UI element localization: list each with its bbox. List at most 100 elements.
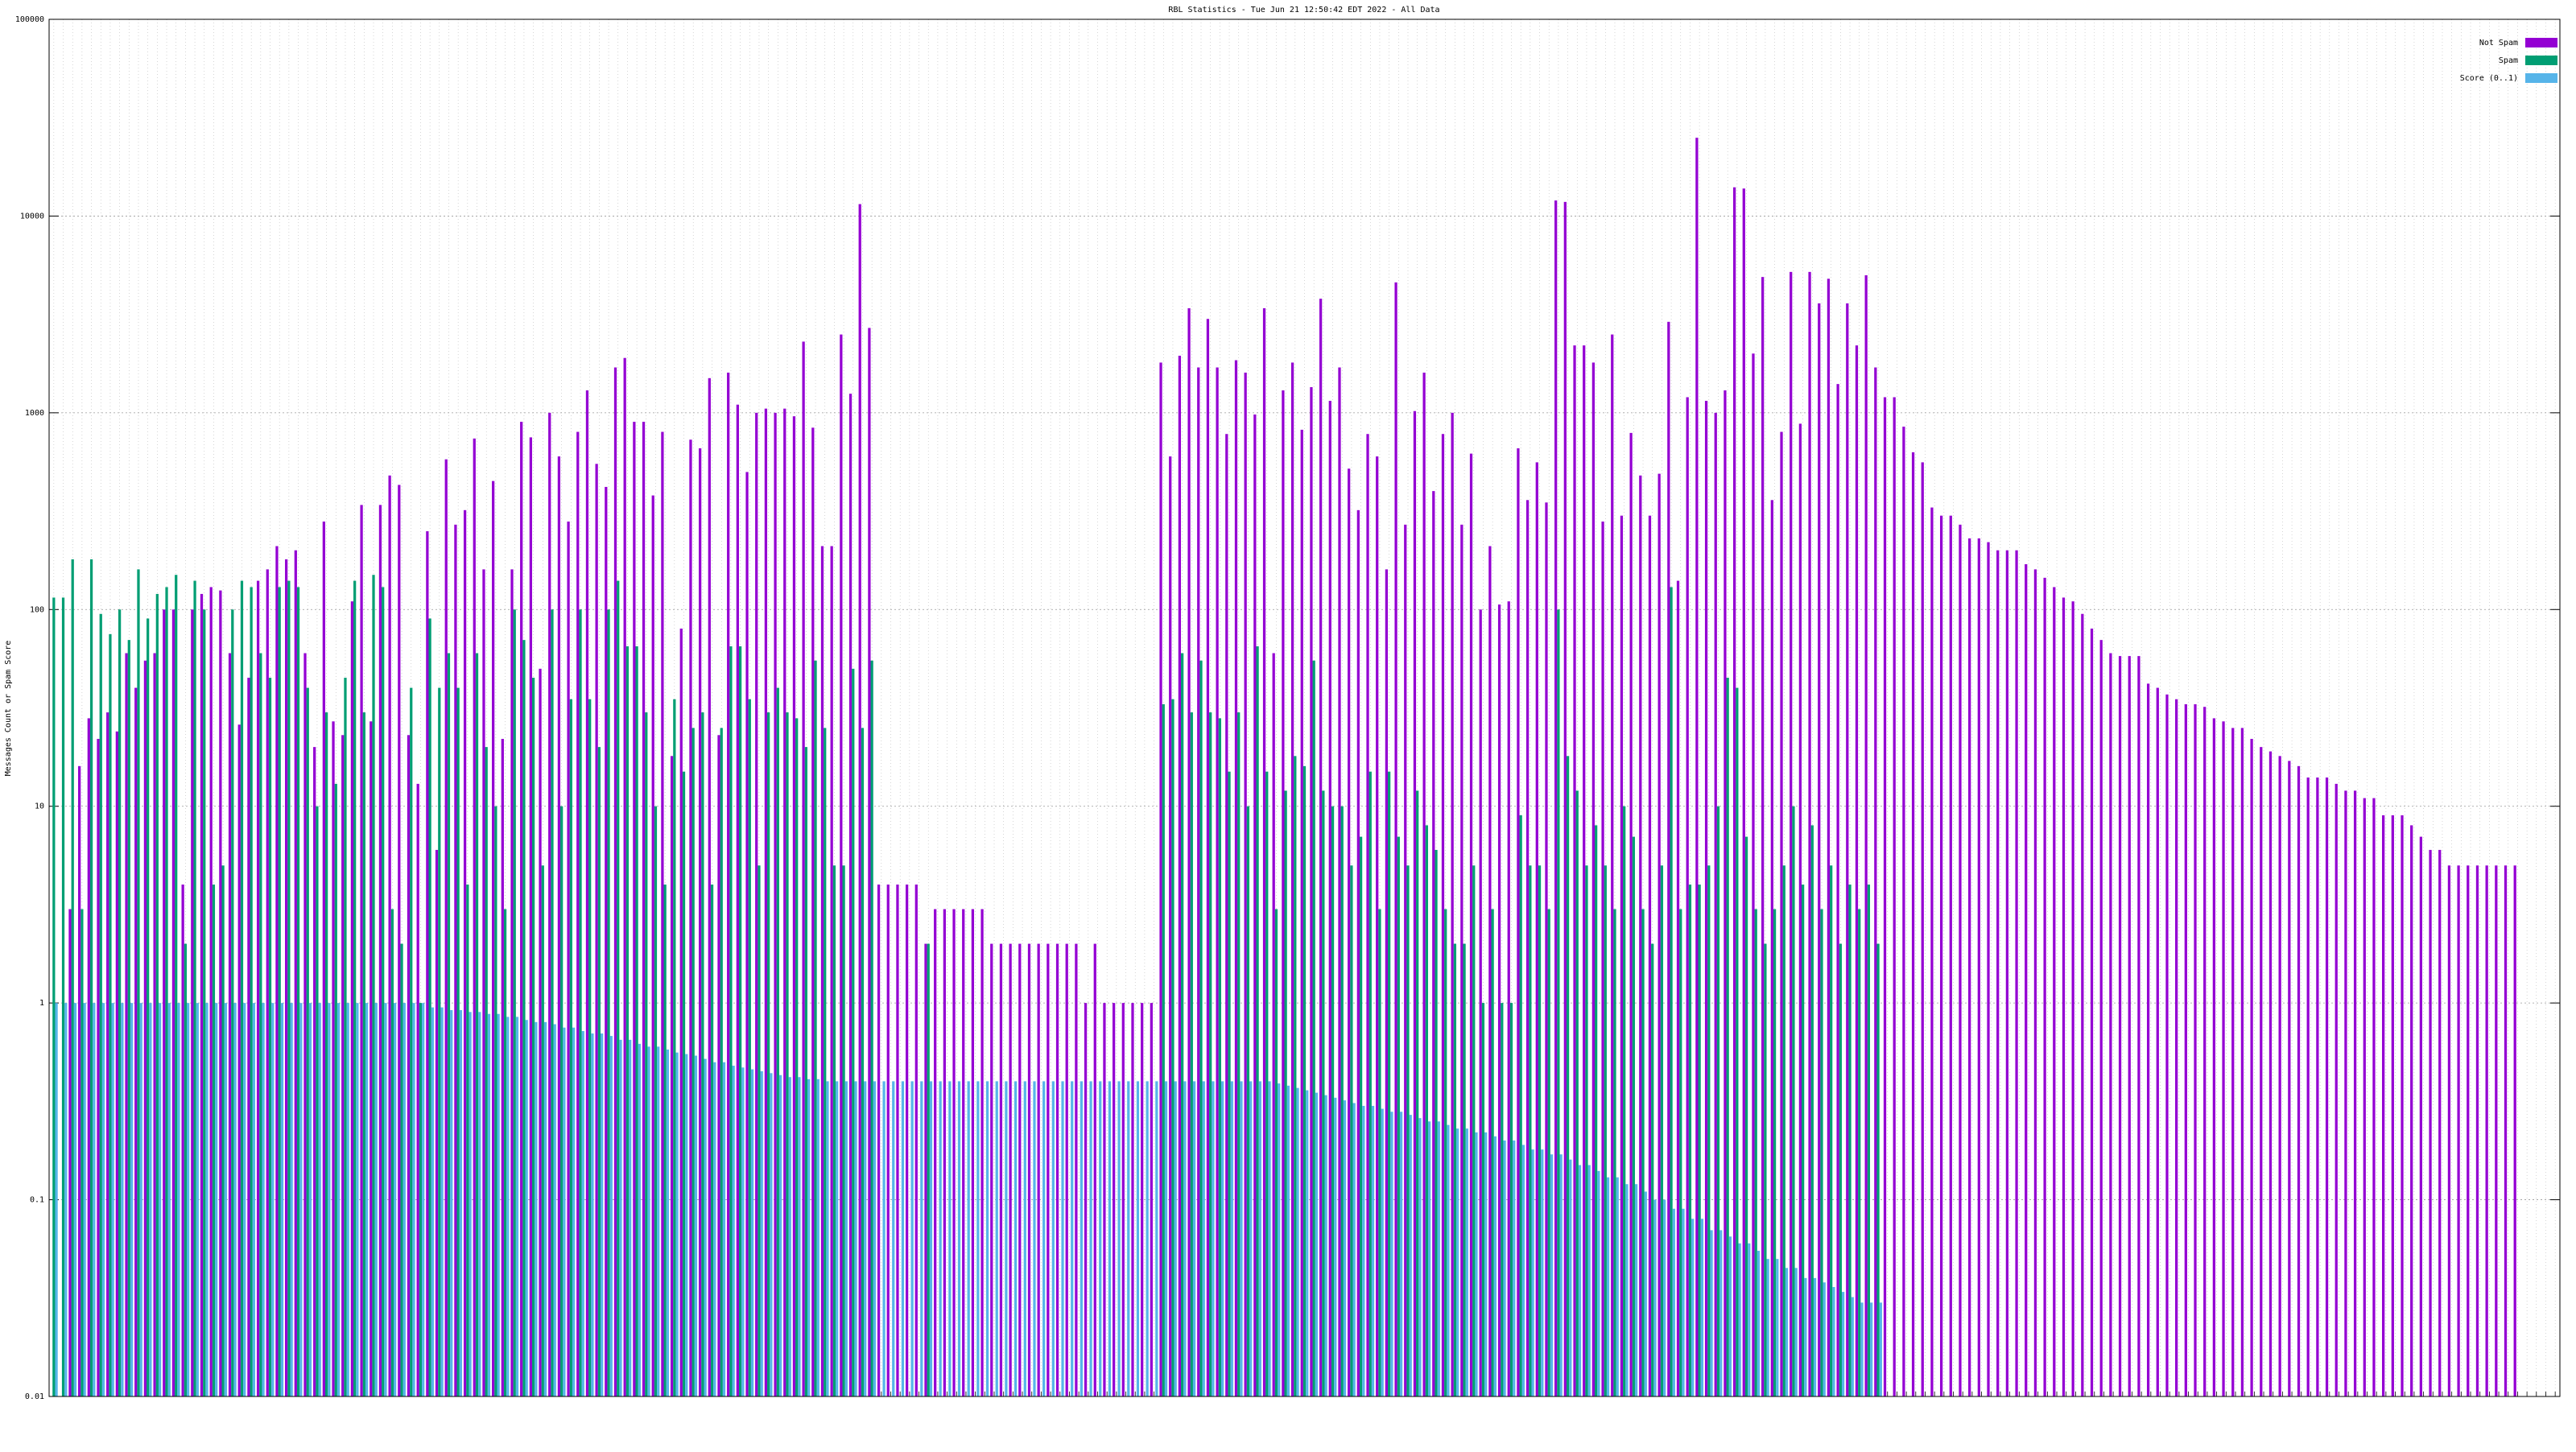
bar — [910, 1081, 914, 1396]
bar — [1921, 462, 1924, 1396]
bar — [1282, 390, 1285, 1397]
bar — [1641, 909, 1645, 1396]
bar — [2306, 777, 2310, 1396]
bar — [710, 884, 714, 1396]
bar — [1491, 909, 1494, 1396]
bar — [1535, 462, 1538, 1396]
bar — [1550, 1154, 1554, 1396]
bar — [1719, 1230, 1723, 1396]
bar — [1846, 303, 1849, 1397]
bar — [2419, 836, 2422, 1396]
bar — [1216, 367, 1219, 1397]
bar — [995, 1081, 998, 1396]
bar — [985, 1081, 989, 1396]
bar — [2457, 865, 2460, 1396]
bar — [531, 678, 535, 1396]
bar — [64, 1003, 68, 1396]
bar — [1616, 1177, 1619, 1396]
bar — [1611, 334, 1614, 1396]
bar — [205, 1003, 208, 1396]
bar — [435, 849, 439, 1396]
bar — [1169, 456, 1172, 1397]
bar — [1663, 1199, 1666, 1396]
bar — [572, 1027, 576, 1396]
bar — [328, 1003, 331, 1396]
bar — [2297, 765, 2301, 1396]
bar — [1425, 825, 1428, 1396]
bar — [1422, 372, 1426, 1397]
bar — [1018, 943, 1022, 1396]
bar — [682, 771, 686, 1396]
bar — [2372, 798, 2376, 1396]
bar — [842, 865, 845, 1396]
bar — [962, 909, 965, 1396]
bar — [256, 580, 260, 1396]
bar — [266, 569, 269, 1396]
bar — [1736, 687, 1739, 1396]
bar — [1348, 468, 1351, 1396]
bar — [1827, 278, 1831, 1397]
bar — [1220, 1081, 1224, 1396]
bar — [1249, 1081, 1253, 1396]
bar — [280, 1003, 284, 1396]
bar — [1284, 790, 1287, 1396]
bar — [55, 1003, 58, 1396]
bar — [1099, 1081, 1102, 1396]
bar — [1352, 1103, 1356, 1396]
bar — [209, 587, 213, 1396]
bar — [557, 456, 561, 1397]
bar — [1667, 321, 1670, 1396]
bar — [1302, 765, 1307, 1396]
bar — [713, 1062, 716, 1396]
y-axis-label: Messages Count or Spam Score — [4, 641, 13, 777]
bar — [957, 1081, 961, 1396]
bar — [2165, 694, 2169, 1396]
bar — [356, 1003, 359, 1396]
bar — [1394, 282, 1397, 1396]
bar — [1848, 884, 1852, 1396]
bar — [1620, 515, 1624, 1397]
bar — [1601, 521, 1604, 1396]
bar — [722, 1062, 726, 1396]
bar — [1136, 1081, 1140, 1396]
bar — [1782, 865, 1785, 1396]
bar — [924, 943, 927, 1396]
bar — [694, 1055, 698, 1396]
bar — [1738, 1243, 1741, 1396]
bar — [1790, 271, 1793, 1396]
bar — [1792, 806, 1795, 1396]
bar — [322, 521, 325, 1396]
bar — [1244, 372, 1247, 1397]
bar — [1509, 1003, 1513, 1396]
bar — [1265, 771, 1269, 1396]
bar — [2447, 865, 2451, 1396]
bar — [1716, 806, 1720, 1396]
bar — [1328, 401, 1331, 1396]
bar — [870, 660, 873, 1396]
bar — [187, 1003, 190, 1396]
bar — [861, 728, 865, 1396]
bar — [177, 1003, 180, 1396]
bar — [1212, 1081, 1215, 1396]
bar — [2353, 790, 2357, 1396]
bar — [303, 653, 307, 1396]
bar — [221, 865, 225, 1396]
bar — [848, 394, 852, 1396]
bar — [80, 909, 84, 1396]
bar — [720, 728, 723, 1396]
bar — [1437, 1121, 1440, 1396]
bar — [388, 475, 391, 1396]
bar — [1839, 943, 1842, 1396]
bar — [535, 1021, 538, 1396]
bar — [390, 909, 394, 1396]
bar — [539, 668, 542, 1396]
bar — [1406, 865, 1410, 1396]
bar — [764, 408, 768, 1397]
bar — [1501, 1003, 1504, 1396]
bar — [529, 437, 532, 1396]
y-tick-label: 0.01 — [25, 1392, 44, 1401]
bar — [271, 1003, 275, 1396]
bar — [308, 1003, 312, 1396]
bar — [651, 495, 654, 1396]
bar — [252, 1003, 256, 1396]
